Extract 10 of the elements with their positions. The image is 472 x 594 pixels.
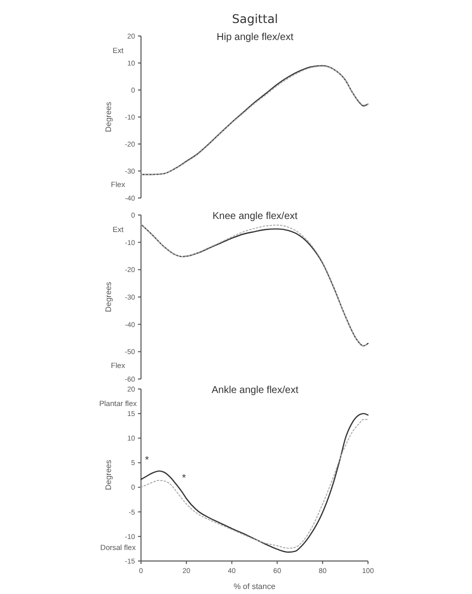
chart-subtitle: Hip angle flex/ext: [216, 32, 294, 43]
chart-title: Ankle angle flex/ext: [212, 385, 299, 396]
y-axis-title: Degrees: [104, 102, 113, 132]
chart-title: Knee angle flex/ext: [212, 211, 298, 222]
annotation: *: [145, 455, 150, 466]
y-axis-title: Degrees: [104, 282, 113, 312]
annotation: *: [182, 473, 186, 484]
y-axis-title: Degrees: [104, 460, 113, 490]
x-axis-title: % of stance: [234, 582, 276, 591]
chart-title: Sagittal: [232, 12, 278, 26]
